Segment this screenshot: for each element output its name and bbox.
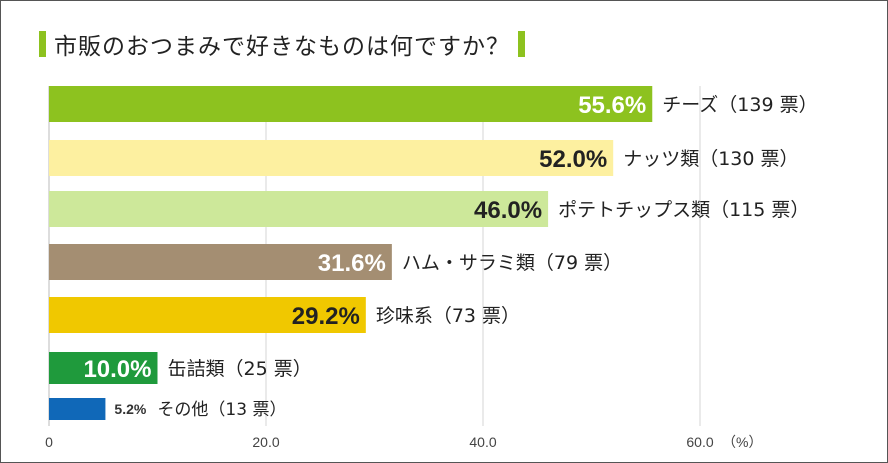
bar: [49, 297, 366, 333]
x-tick-label: 20.0: [252, 434, 279, 450]
category-label: ナッツ類（130 票）: [623, 148, 798, 170]
category-label: ハム・サラミ類（79 票）: [402, 252, 622, 274]
category-label: 缶詰類（25 票）: [168, 358, 312, 380]
x-tick-label: 60.0: [686, 434, 713, 450]
bar: [49, 352, 158, 384]
title-text: 市販のおつまみで好きなものは何ですか？: [54, 34, 510, 60]
category-label: ポテトチップス類（115 票）: [558, 199, 809, 221]
bar: [49, 398, 106, 420]
x-axis-unit: （%）: [722, 434, 762, 450]
x-tick-label: 40.0: [469, 434, 496, 450]
data-label: 10.0%: [83, 356, 151, 383]
bar: [49, 140, 614, 176]
title-marker-left: [39, 31, 46, 57]
data-label: 5.2%: [114, 401, 146, 417]
title-marker-right: [518, 31, 525, 57]
category-label: その他（13 票）: [157, 400, 286, 420]
bar: [49, 191, 549, 227]
data-label: 31.6%: [318, 250, 386, 277]
data-label: 52.0%: [539, 146, 607, 173]
chart-title: 市販のおつまみで好きなものは何ですか？: [31, 27, 533, 61]
category-label: 珍味系（73 票）: [376, 305, 520, 327]
bar: [49, 244, 392, 280]
bar: [49, 86, 653, 122]
data-label: 29.2%: [292, 303, 360, 330]
data-label: 46.0%: [474, 197, 542, 224]
category-label: チーズ（139 票）: [662, 94, 817, 116]
data-label: 55.6%: [578, 92, 646, 119]
x-tick-label: 0: [45, 434, 53, 450]
